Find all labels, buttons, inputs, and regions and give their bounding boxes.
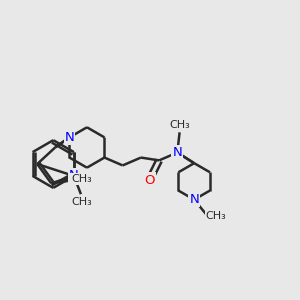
Text: O: O xyxy=(144,173,154,187)
Text: CH₃: CH₃ xyxy=(206,212,226,221)
Text: CH₃: CH₃ xyxy=(71,197,92,207)
Text: N: N xyxy=(64,131,74,144)
Text: N: N xyxy=(172,146,182,159)
Text: N: N xyxy=(69,169,79,182)
Text: N: N xyxy=(189,193,199,206)
Text: CH₃: CH₃ xyxy=(169,120,190,130)
Text: CH₃: CH₃ xyxy=(71,174,92,184)
Text: N: N xyxy=(64,131,74,144)
